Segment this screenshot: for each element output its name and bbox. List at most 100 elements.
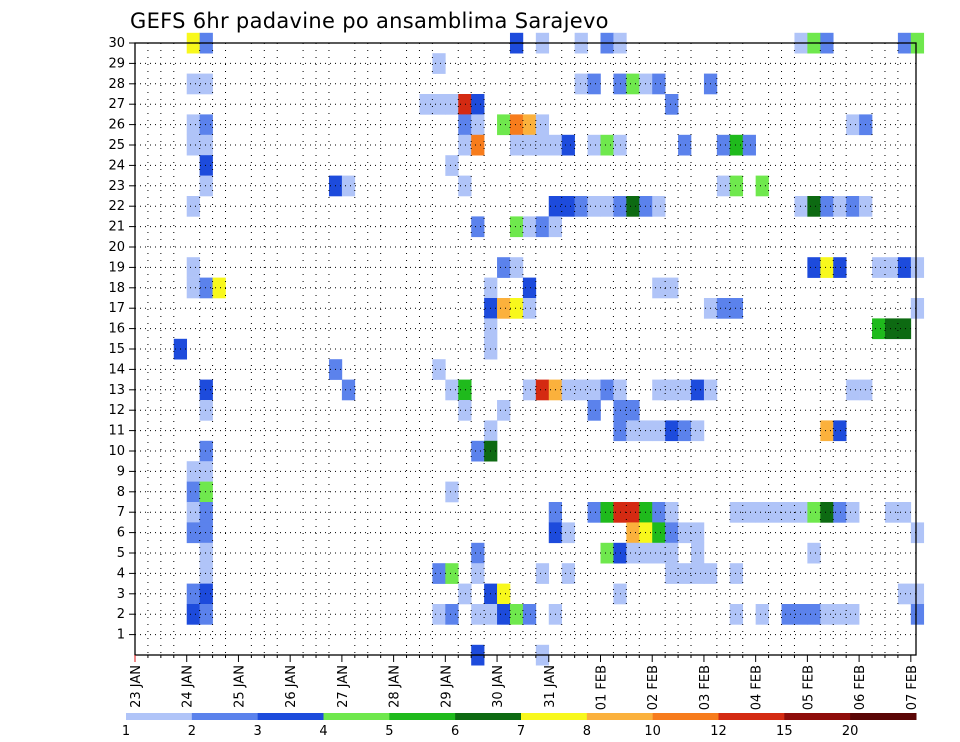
x-tick-label: 27 JAN — [336, 665, 351, 708]
y-tick-label: 13 — [108, 383, 125, 398]
cell-25-38 — [186, 134, 200, 156]
y-tick-label: 6 — [117, 526, 125, 541]
cell-13-126 — [587, 379, 601, 401]
x-tick-label: 03 FEB — [698, 665, 713, 710]
cell-23-60 — [716, 175, 731, 197]
cell-23-58 — [341, 175, 356, 197]
cell-10-153 — [471, 440, 485, 462]
cell-7-177 — [820, 502, 834, 523]
cell-30-11 — [910, 32, 925, 54]
y-tick-label: 7 — [117, 505, 125, 520]
cell-22-76 — [833, 196, 847, 217]
cell-8-159 — [445, 481, 459, 503]
cell-6-185 — [561, 522, 575, 544]
cell-7-175 — [794, 502, 808, 523]
cell-7-163 — [587, 502, 601, 523]
cell-22-75 — [820, 196, 834, 217]
cell-22-72 — [652, 196, 666, 217]
cells-layer — [173, 32, 925, 666]
cell-4-213 — [729, 563, 744, 584]
cell-2-234 — [781, 604, 795, 625]
cell-4-211 — [691, 563, 705, 584]
colorbar-swatch-8 — [586, 713, 654, 720]
y-tick-label: 22 — [108, 199, 125, 214]
cell-26-30 — [458, 114, 472, 136]
cell-22-63 — [186, 196, 200, 217]
cell-7-172 — [755, 502, 769, 523]
cell-26-29 — [199, 114, 213, 136]
colorbar-swatch-12 — [850, 713, 917, 720]
cell-19-87 — [807, 257, 821, 278]
cell-13-131 — [678, 379, 692, 401]
cell-22-67 — [587, 196, 601, 217]
cell-2-232 — [729, 604, 744, 625]
cell-7-161 — [199, 502, 213, 523]
cell-17-107 — [729, 298, 744, 319]
cell-17-106 — [716, 298, 731, 319]
cell-7-169 — [665, 502, 679, 523]
x-tick-label: 23 JAN — [129, 665, 144, 708]
cell-22-66 — [574, 196, 588, 217]
cell-4-209 — [665, 563, 679, 584]
cell-2-233 — [755, 604, 769, 625]
x-tick-label: 28 JAN — [388, 665, 403, 708]
cell-19-89 — [833, 257, 847, 278]
cell-8-158 — [199, 481, 213, 503]
colorbar-label: 15 — [776, 724, 793, 739]
cell-3-218 — [497, 583, 511, 605]
cell-6-191 — [691, 522, 705, 544]
cell-25-50 — [678, 134, 692, 156]
cell-5-193 — [199, 542, 213, 564]
colorbar: 1 2 3 4 5 6 7 8 10 12 15 20 — [122, 713, 917, 739]
x-tick-label: 25 JAN — [232, 665, 247, 708]
cell-2-237 — [820, 604, 834, 625]
cell-22-73 — [794, 196, 808, 217]
y-tick-label: 21 — [108, 220, 125, 235]
cell-6-189 — [665, 522, 679, 544]
cell-26-36 — [846, 114, 860, 136]
y-tick-label: 20 — [108, 240, 125, 255]
cell-19-86 — [509, 257, 524, 278]
cell-16-110 — [872, 318, 886, 340]
x-axis: 23 JAN 24 JAN 25 JAN 26 JAN 27 JAN 28 JAN 29 J… — [129, 655, 920, 710]
cell-3-216 — [458, 583, 472, 605]
cell-5-197 — [626, 542, 640, 564]
cell-18-100 — [665, 277, 679, 299]
cell-2-226 — [471, 604, 485, 625]
y-axis: 1234567891011121314151617181920212223242… — [108, 36, 135, 643]
colorbar-label: 6 — [451, 724, 459, 739]
cell-4-203 — [199, 563, 213, 584]
cell-5-194 — [471, 542, 485, 564]
y-tick-label: 14 — [108, 362, 125, 377]
colorbar-swatch-3 — [257, 713, 324, 720]
cell-27-27 — [665, 94, 679, 115]
cell-5-201 — [691, 542, 705, 564]
cell-11-149 — [691, 420, 705, 442]
cell-22-70 — [626, 196, 640, 217]
colorbar-swatch-4 — [323, 713, 390, 720]
cell-28-16 — [587, 73, 601, 95]
cell-2-239 — [846, 604, 860, 625]
cell-17-102 — [497, 298, 511, 319]
cell-9-155 — [186, 461, 200, 482]
cell-13-118 — [341, 379, 356, 401]
cell-18-95 — [199, 277, 213, 299]
cell-11-151 — [833, 420, 847, 442]
y-tick-label: 4 — [117, 566, 125, 581]
cell-2-229 — [509, 604, 524, 625]
cell-6-192 — [910, 522, 925, 544]
cell-10-152 — [199, 440, 213, 462]
x-tick-label: 04 FEB — [750, 665, 765, 710]
cell-22-68 — [600, 196, 614, 217]
y-tick-label: 29 — [108, 56, 125, 71]
x-tick-label: 02 FEB — [646, 665, 661, 710]
colorbar-label: 10 — [644, 724, 661, 739]
cell-14-116 — [432, 359, 446, 380]
cell-22-77 — [846, 196, 860, 217]
cell-26-32 — [497, 114, 511, 136]
cell-25-48 — [600, 134, 614, 156]
cell-28-13 — [186, 73, 200, 95]
cell-2-240 — [910, 604, 925, 625]
y-tick-label: 1 — [117, 628, 125, 643]
